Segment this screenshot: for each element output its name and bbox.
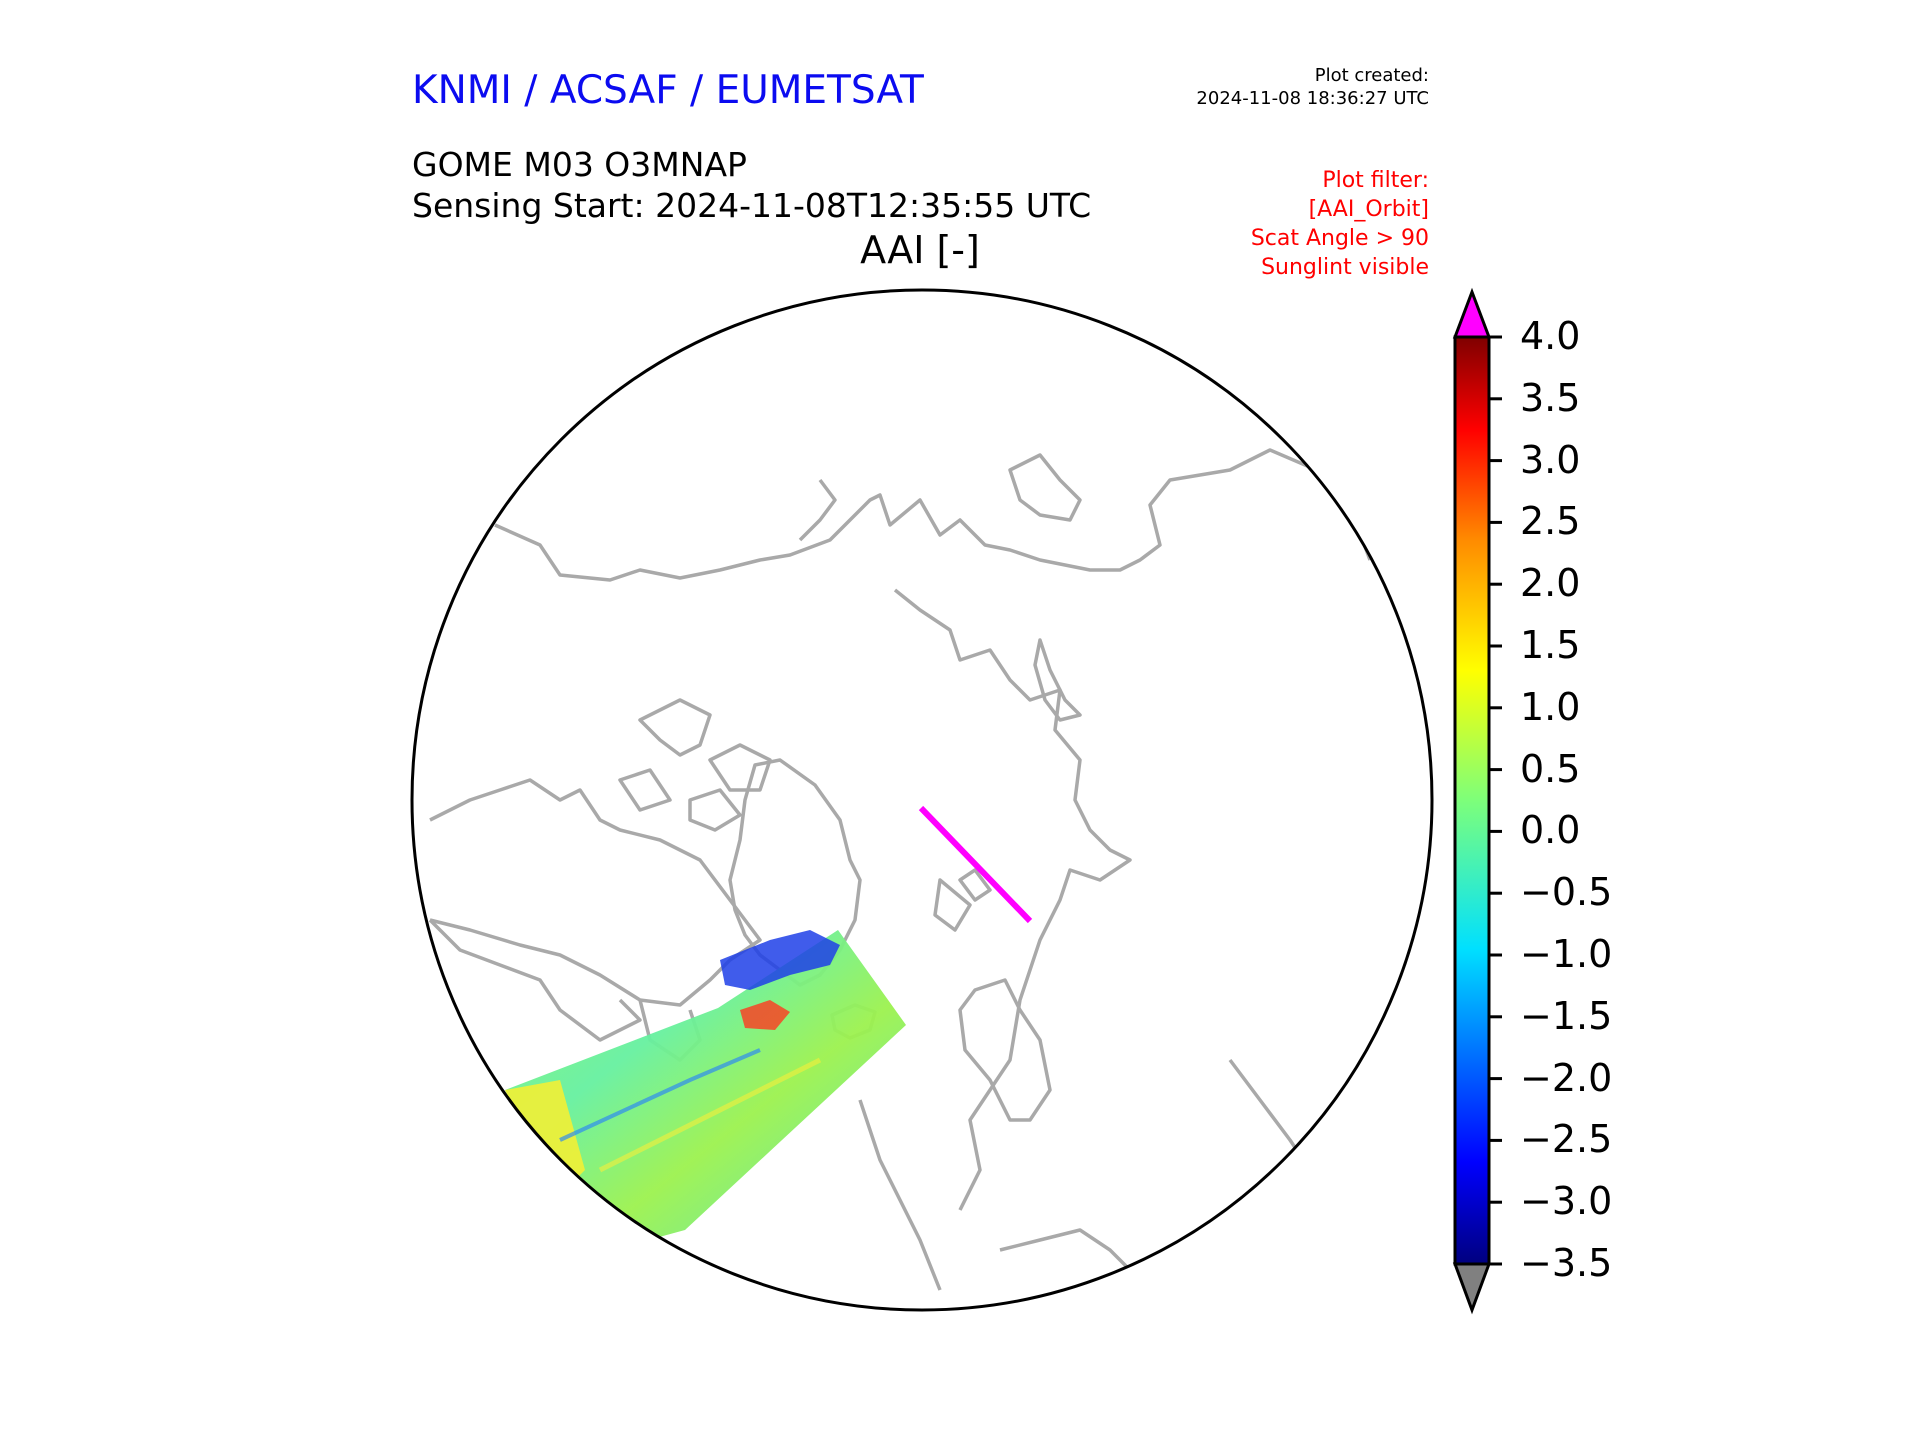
colorbar-tick-label: −1.0 [1520,932,1613,976]
north-america-coast [429,778,762,1007]
colorbar-tick-label: 3.5 [1520,375,1581,420]
colorbar-tick-label: 2.0 [1520,561,1581,606]
colorbar-tick-label: −0.5 [1520,870,1613,915]
colorbar [1452,287,1502,1315]
plot-filter-label: Plot filter: [1322,168,1429,193]
scandinavia [958,978,1052,1122]
colorbar-tick-label: 4.0 [1520,314,1581,358]
colorbar-tick-label: 2.5 [1520,499,1581,544]
colorbar-tick-label: 3.0 [1520,437,1581,482]
plot-filter-sunglint: Sunglint visible [1261,255,1429,280]
siberia-coast [494,448,1372,582]
plot-created-label: Plot created: [1314,65,1429,86]
colorbar-tick-label: −3.5 [1520,1241,1613,1285]
novaya-zemlya [1033,638,1082,722]
colorbar-tick-label: 1.5 [1520,623,1581,667]
colorbar-tick-label: −2.0 [1520,1055,1613,1100]
taymyr [1008,453,1082,522]
east-asia-coast [1228,1058,1312,1171]
colorbar-tick-label: 0.5 [1520,746,1581,791]
colorbar-extend-min [1452,1262,1492,1315]
colorbar-tick-label: −1.5 [1520,993,1613,1038]
alaska-coast [428,918,642,1042]
map-boundary [410,288,1434,1312]
colorbar-tick-label: 0.0 [1520,808,1581,853]
colorbar-tick-label: 1.0 [1520,684,1581,729]
svalbard [933,868,992,932]
orbit-track-line [918,805,1033,924]
colorbar-gradient [1453,335,1491,1266]
organization-header: KNMI / ACSAF / EUMETSAT [412,68,924,113]
sensing-start: Sensing Start: 2024-11-08T12:35:55 UTC [412,186,1092,225]
colorbar-tick-label: −2.5 [1520,1117,1613,1162]
colorbar-extend-max [1452,287,1492,339]
plot-created-timestamp: 2024-11-08 18:36:27 UTC [1196,88,1429,109]
product-title: GOME M03 O3MNAP [412,145,747,184]
russia-north-coast [798,478,1132,1211]
plot-filter-scat-angle: Scat Angle > 90 [1250,226,1429,251]
europe-coast [858,1099,1152,1292]
canada-arctic-islands [618,698,772,832]
aai-swath [505,930,906,1245]
plot-filter-orbit: [AAI_Orbit] [1308,197,1429,222]
coastlines [428,448,1372,1292]
colorbar-tick-label: −3.0 [1520,1179,1613,1224]
plot-title: AAI [-] [860,228,980,272]
